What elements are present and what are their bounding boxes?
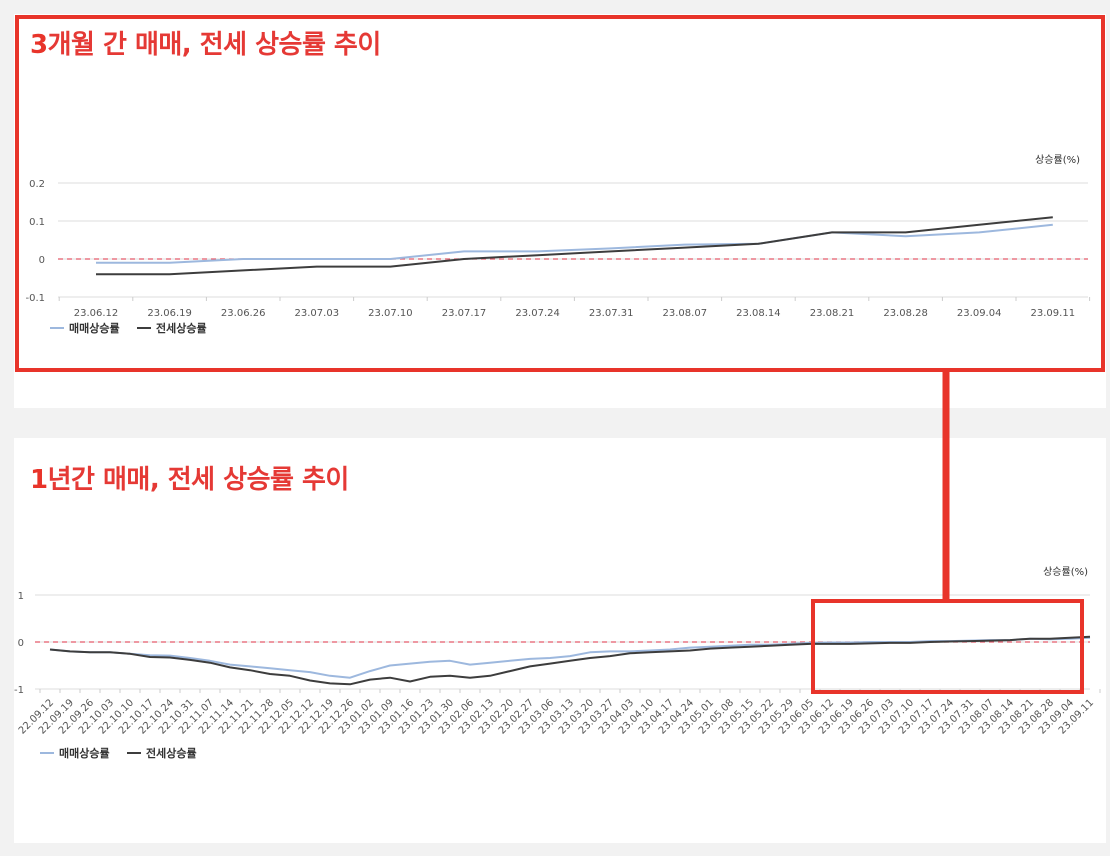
chart1-ylabel: 상승률(%) [1035, 154, 1080, 166]
chart2-title: 1년간 매매, 전세 상승률 추이 [30, 459, 349, 496]
chart1-xtick-label: 23.07.31 [589, 308, 634, 319]
chart1-xtick-label: 23.08.14 [736, 308, 781, 319]
chart2-ytick-label: -1 [14, 685, 24, 696]
chart2-ylabel: 상승률(%) [1043, 566, 1088, 578]
chart1-xtick-label: 23.07.17 [442, 308, 487, 319]
chart-3months: 상승률(%) 0.2 0.1 0 -0.1 23.06.12 23.06.19 23.06.2… [25, 154, 1091, 335]
chart2-legend-label: 전세상승률 [146, 746, 197, 760]
chart1-title-text: 개월 간 매매, 전세 상승률 추이 [47, 30, 382, 60]
chart2-series-jeonse-line [49, 635, 1091, 686]
chart2-title-number: 1 [30, 465, 48, 495]
chart1-xtick-label: 23.08.28 [883, 308, 928, 319]
chart2-series-sale-line [49, 636, 1091, 679]
chart1-xtick-label: 23.08.07 [663, 308, 708, 319]
chart1-ytick-label: 0.2 [29, 179, 45, 190]
chart2-ytick-label: 0 [18, 638, 24, 649]
chart1-series-sale-line [96, 223, 1053, 264]
chart-1year: 상승률(%)10-122.09.1222.09.1922.09.2622.10.… [14, 566, 1101, 760]
chart1-xtick-label: 23.07.03 [295, 308, 340, 319]
chart1-legend-label: 전세상승률 [156, 321, 207, 335]
chart1-xtick-label: 23.06.26 [221, 308, 266, 319]
highlight-box-recent-period [811, 599, 1084, 694]
chart1-xtick-label: 23.07.24 [515, 308, 560, 319]
chart1-xtick-label: 23.06.19 [147, 308, 192, 319]
chart-panel-3months [14, 14, 1106, 408]
highlight-box-3months [15, 15, 1105, 372]
chart2-legend-label: 매매상승률 [59, 746, 110, 760]
chart1-xtick-label: 23.07.10 [368, 308, 413, 319]
chart1-xtick-label: 23.09.11 [1031, 308, 1076, 319]
chart1-legend-label: 매매상승률 [69, 321, 120, 335]
chart1-xtick-label: 23.08.21 [810, 308, 855, 319]
chart1-ytick-label: 0.1 [29, 217, 45, 228]
chart1-series-jeonse-line [96, 216, 1053, 276]
chart2-ytick-label: 1 [18, 591, 24, 602]
chart1-xtick-label: 23.06.12 [74, 308, 119, 319]
chart1-title-number: 3 [30, 30, 48, 60]
highlight-annotations [15, 15, 1105, 694]
chart1-ytick-label: -0.1 [25, 293, 45, 304]
chart1-xtick-label: 23.09.04 [957, 308, 1002, 319]
chart1-ytick-label: 0 [39, 255, 45, 266]
chart2-title-text: 년간 매매, 전세 상승률 추이 [47, 465, 350, 495]
chart1-title: 3개월 간 매매, 전세 상승률 추이 [30, 24, 381, 61]
